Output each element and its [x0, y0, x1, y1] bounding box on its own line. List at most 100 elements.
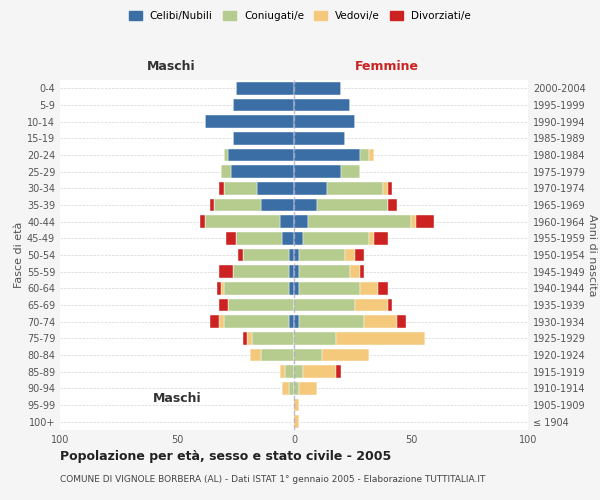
Bar: [294, 349, 322, 361]
Bar: [294, 216, 308, 228]
Bar: [294, 382, 299, 394]
Bar: [317, 198, 388, 211]
Bar: [388, 298, 392, 311]
Bar: [299, 382, 317, 394]
Bar: [235, 82, 294, 94]
Bar: [355, 248, 364, 261]
Bar: [219, 298, 229, 311]
Bar: [219, 182, 224, 194]
Bar: [294, 366, 304, 378]
Bar: [411, 216, 416, 228]
Bar: [250, 349, 261, 361]
Bar: [350, 266, 359, 278]
Bar: [341, 166, 359, 178]
Bar: [210, 198, 214, 211]
Bar: [336, 332, 425, 344]
Bar: [280, 366, 284, 378]
Bar: [359, 282, 378, 294]
Bar: [294, 248, 299, 261]
Bar: [280, 216, 294, 228]
Text: Popolazione per età, sesso e stato civile - 2005: Popolazione per età, sesso e stato civil…: [60, 450, 391, 463]
Bar: [226, 232, 235, 244]
Text: Maschi: Maschi: [146, 60, 196, 72]
Bar: [210, 316, 219, 328]
Bar: [299, 248, 346, 261]
Bar: [242, 332, 247, 344]
Bar: [299, 266, 350, 278]
Bar: [294, 332, 336, 344]
Bar: [289, 282, 294, 294]
Bar: [322, 349, 369, 361]
Bar: [294, 266, 299, 278]
Bar: [308, 216, 411, 228]
Bar: [359, 266, 364, 278]
Bar: [238, 248, 242, 261]
Bar: [388, 198, 397, 211]
Bar: [289, 382, 294, 394]
Bar: [242, 248, 289, 261]
Bar: [304, 366, 336, 378]
Bar: [233, 132, 294, 144]
Bar: [299, 316, 364, 328]
Bar: [294, 416, 299, 428]
Bar: [378, 282, 388, 294]
Bar: [233, 99, 294, 112]
Bar: [397, 316, 406, 328]
Bar: [224, 282, 289, 294]
Bar: [289, 266, 294, 278]
Bar: [294, 166, 341, 178]
Bar: [284, 366, 294, 378]
Bar: [304, 232, 369, 244]
Bar: [283, 382, 289, 394]
Text: Maschi: Maschi: [152, 392, 202, 404]
Bar: [224, 316, 289, 328]
Bar: [205, 216, 280, 228]
Bar: [364, 316, 397, 328]
Bar: [224, 182, 257, 194]
Bar: [200, 216, 205, 228]
Bar: [369, 149, 374, 161]
Bar: [294, 298, 355, 311]
Bar: [359, 149, 369, 161]
Bar: [294, 232, 304, 244]
Bar: [294, 198, 317, 211]
Bar: [336, 366, 341, 378]
Bar: [346, 248, 355, 261]
Bar: [219, 266, 233, 278]
Bar: [294, 316, 299, 328]
Bar: [221, 166, 231, 178]
Bar: [283, 232, 294, 244]
Bar: [388, 182, 392, 194]
Bar: [214, 198, 261, 211]
Bar: [205, 116, 294, 128]
Bar: [252, 332, 294, 344]
Bar: [294, 99, 350, 112]
Bar: [229, 149, 294, 161]
Bar: [217, 282, 221, 294]
Bar: [294, 182, 327, 194]
Bar: [327, 182, 383, 194]
Text: Femmine: Femmine: [355, 60, 419, 72]
Legend: Celibi/Nubili, Coniugati/e, Vedovi/e, Divorziati/e: Celibi/Nubili, Coniugati/e, Vedovi/e, Di…: [126, 8, 474, 24]
Bar: [231, 166, 294, 178]
Bar: [294, 282, 299, 294]
Bar: [289, 316, 294, 328]
Y-axis label: Anni di nascita: Anni di nascita: [587, 214, 597, 296]
Bar: [369, 232, 374, 244]
Bar: [374, 232, 388, 244]
Bar: [257, 182, 294, 194]
Bar: [299, 282, 359, 294]
Bar: [261, 349, 294, 361]
Bar: [229, 298, 294, 311]
Bar: [294, 399, 299, 411]
Bar: [416, 216, 434, 228]
Bar: [289, 248, 294, 261]
Bar: [261, 198, 294, 211]
Bar: [221, 282, 224, 294]
Bar: [219, 316, 224, 328]
Bar: [294, 116, 355, 128]
Text: COMUNE DI VIGNOLE BORBERA (AL) - Dati ISTAT 1° gennaio 2005 - Elaborazione TUTTI: COMUNE DI VIGNOLE BORBERA (AL) - Dati IS…: [60, 475, 485, 484]
Bar: [355, 298, 388, 311]
Y-axis label: Fasce di età: Fasce di età: [14, 222, 24, 288]
Bar: [294, 132, 346, 144]
